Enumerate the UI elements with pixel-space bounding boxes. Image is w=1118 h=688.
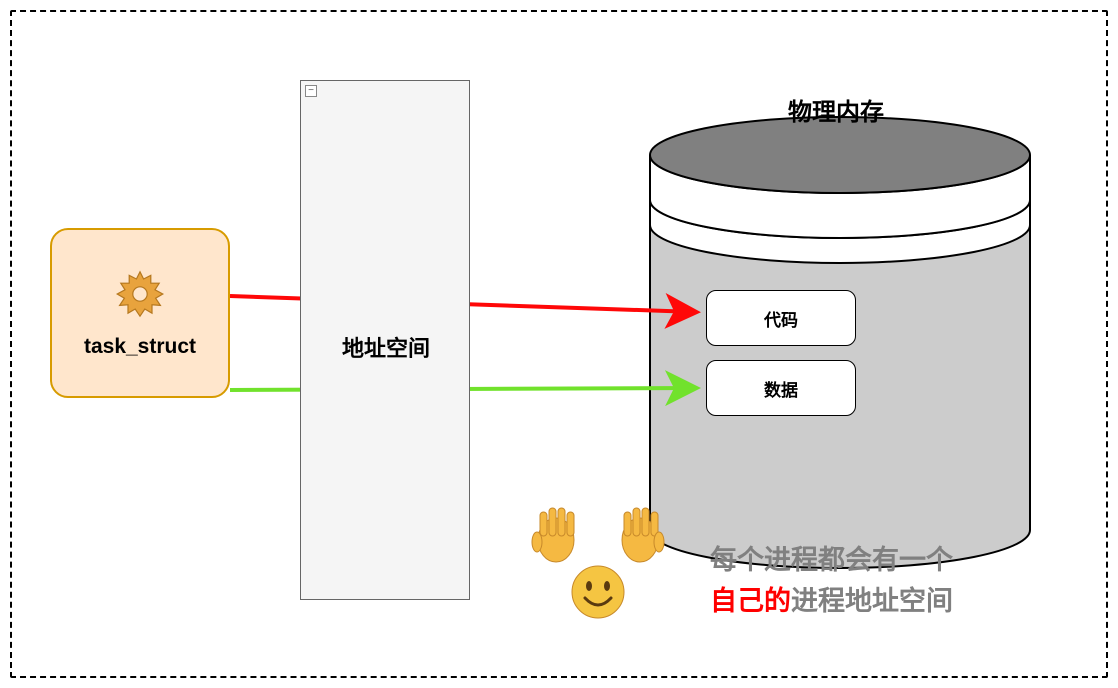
code-box: 代码 (706, 290, 856, 346)
address-space-label: 地址空间 (342, 331, 430, 363)
data-box-label: 数据 (764, 376, 798, 401)
code-box-label: 代码 (764, 306, 798, 331)
caption-red: 自己的 (710, 586, 791, 616)
physical-memory-title: 物理内存 (788, 92, 884, 127)
caption-text: 每个进程都会有一个 自己的进程地址空间 (710, 540, 953, 621)
task-struct-box: task_struct (50, 228, 230, 398)
caption-rest: 进程地址空间 (791, 586, 953, 616)
gear-icon (110, 267, 170, 327)
caption-line-2: 自己的进程地址空间 (710, 581, 953, 622)
data-box: 数据 (706, 360, 856, 416)
collapse-icon: − (305, 85, 317, 97)
task-struct-label: task_struct (84, 335, 196, 359)
caption-line-1: 每个进程都会有一个 (710, 540, 953, 581)
